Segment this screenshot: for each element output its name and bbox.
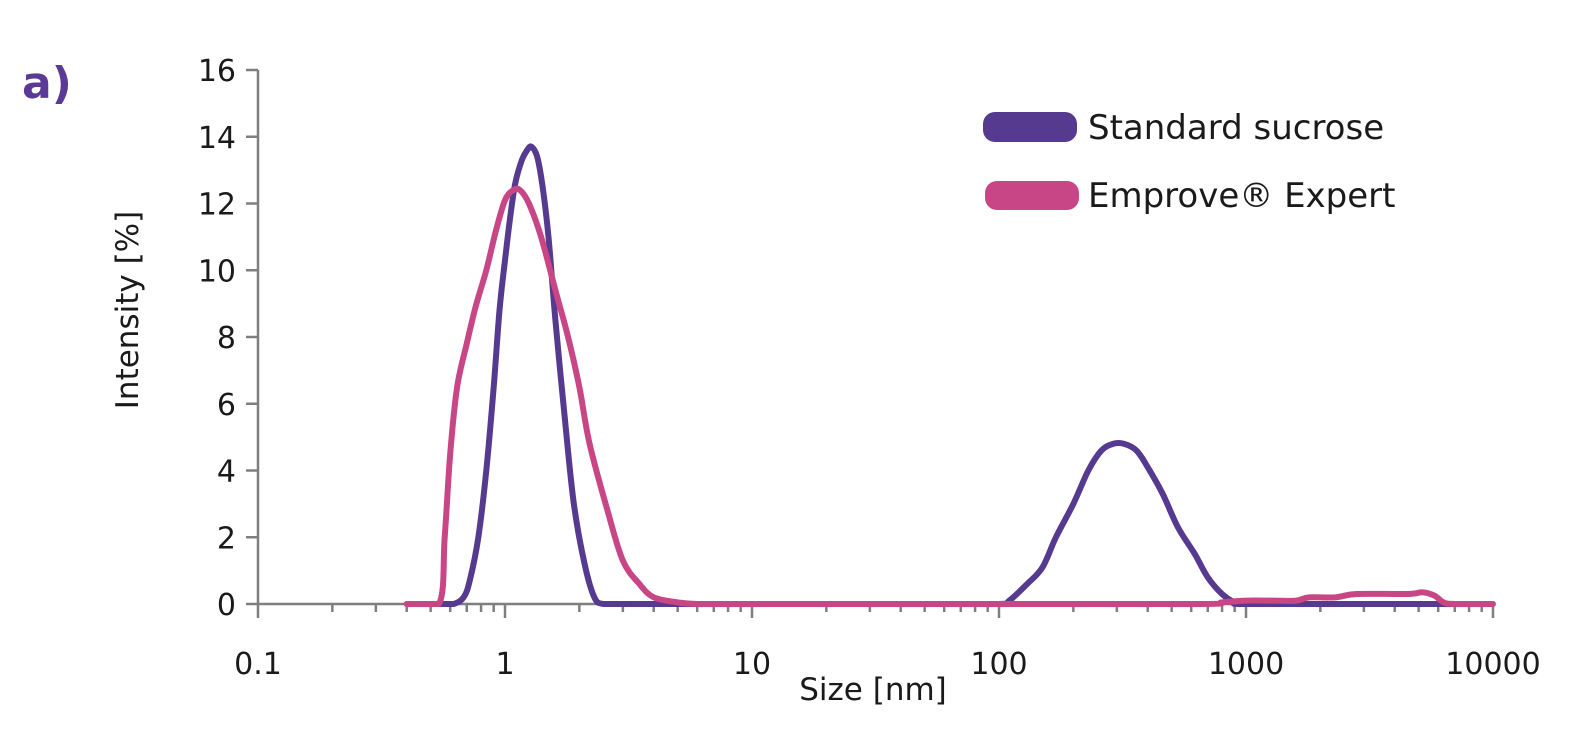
y-tick-label: 4	[217, 455, 236, 490]
legend-item-standard-sucrose: Standard sucrose	[983, 108, 1384, 148]
y-axis-label: Intensity [%]	[110, 211, 146, 409]
x-axis-label: Size [nm]	[799, 672, 947, 708]
series-line-emprove-expert	[403, 185, 1496, 608]
y-tick-label: 8	[217, 321, 236, 356]
legend-label-emprove-expert: Emprove® Expert	[1088, 176, 1395, 216]
x-tick-label: 1	[495, 647, 514, 682]
y-tick-label: 10	[198, 254, 236, 289]
legend-swatch-standard-sucrose	[983, 112, 1077, 142]
y-tick-label: 14	[198, 121, 236, 156]
legend-swatch-emprove-expert	[985, 181, 1079, 210]
y-tick-label: 2	[217, 521, 236, 556]
panel-label: a)	[22, 58, 72, 109]
x-tick-label: 10000	[1445, 647, 1540, 682]
series-line-standard-sucrose	[403, 143, 1485, 608]
y-tick-label: 16	[198, 54, 236, 89]
x-tick-label: 100	[970, 647, 1027, 682]
y-tick-label: 6	[217, 388, 236, 423]
x-tick-label: 0.1	[234, 647, 282, 682]
legend-label-standard-sucrose: Standard sucrose	[1088, 108, 1384, 148]
legend: Standard sucrose Emprove® Expert	[983, 108, 1395, 216]
y-ticks: 0 2 4 6 8 10 12 14 16	[198, 54, 258, 623]
x-tick-label: 10	[733, 647, 771, 682]
y-tick-label: 12	[198, 188, 236, 223]
series-group	[403, 143, 1496, 608]
legend-item-emprove-expert: Emprove® Expert	[985, 176, 1395, 216]
y-tick-label: 0	[217, 588, 236, 623]
x-ticks: 0.1 1 10 100 1000 10000	[234, 604, 1541, 682]
x-tick-label: 1000	[1208, 647, 1284, 682]
